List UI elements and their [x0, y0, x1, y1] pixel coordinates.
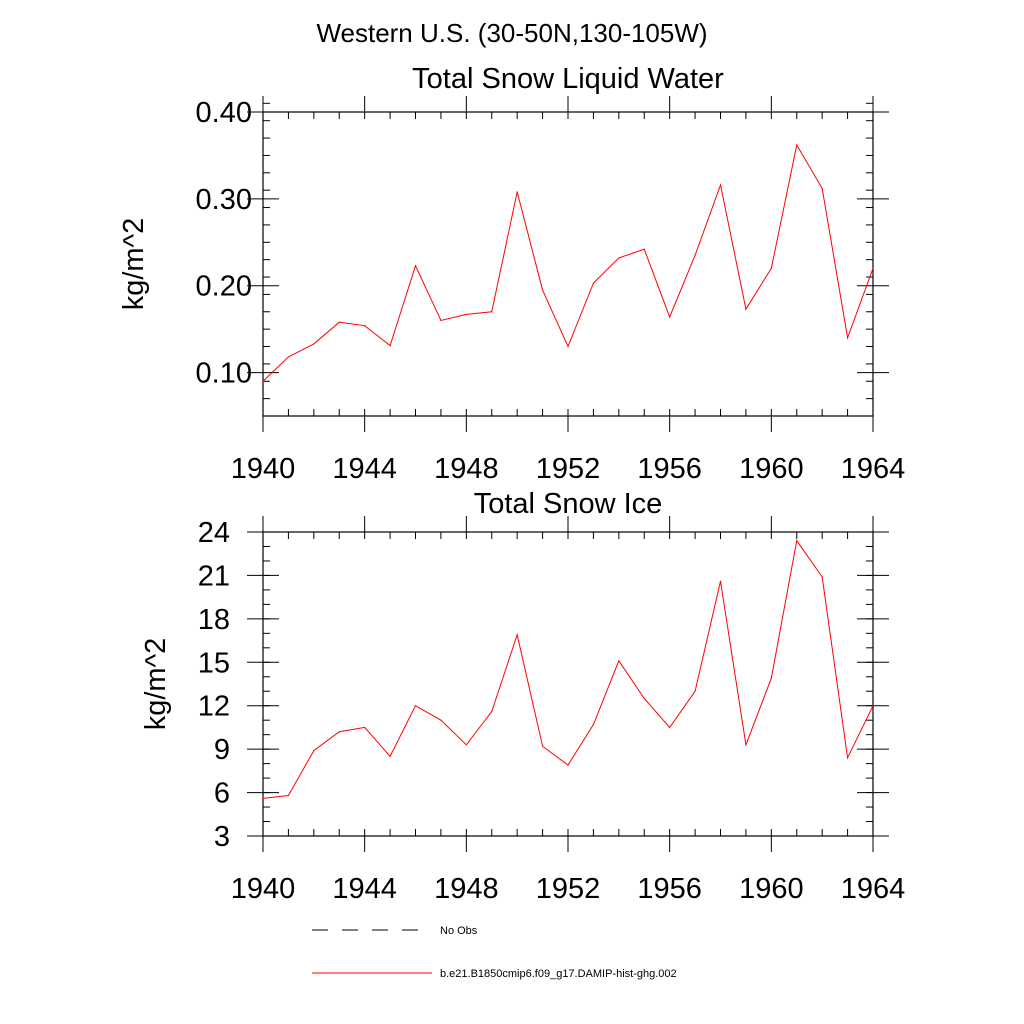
- y-tick-label: 0.20: [196, 271, 252, 303]
- data-point: [846, 337, 849, 339]
- data-point: [745, 308, 747, 310]
- data-point: [491, 311, 493, 313]
- y-tick-label: 0.10: [196, 358, 252, 390]
- data-point: [262, 380, 264, 382]
- data-point: [770, 677, 772, 679]
- data-point: [694, 690, 696, 692]
- data-point: [516, 191, 518, 193]
- data-point: [669, 316, 671, 318]
- data-point: [389, 755, 391, 757]
- x-tick-label: 1944: [332, 453, 397, 485]
- plot-frame: [262, 531, 874, 837]
- data-point: [465, 744, 467, 746]
- legend-label-model: b.e21.B1850cmip6.f09_g17.DAMIP-hist-ghg.…: [440, 968, 677, 980]
- x-tick-label: 1952: [536, 873, 601, 905]
- data-point: [669, 726, 671, 729]
- y-tick-label: 12: [198, 691, 230, 723]
- panel-total-snow-liquid-water: Total Snow Liquid Water kg/m^2 1940 1944 1…: [118, 63, 905, 485]
- data-point: [821, 576, 823, 578]
- x-tick-label: 1960: [739, 453, 804, 485]
- x-tick-label: 1944: [332, 873, 397, 905]
- data-point: [491, 710, 493, 713]
- plot-frame: [262, 111, 874, 417]
- panel-title: Total Snow Ice: [474, 488, 663, 520]
- data-point: [313, 343, 315, 345]
- x-tick-label: 1964: [841, 453, 906, 485]
- data-point: [745, 744, 747, 746]
- y-tick-label: 0.40: [196, 97, 252, 129]
- data-point: [338, 731, 340, 733]
- x-tick-label: 1940: [231, 873, 296, 905]
- data-point: [694, 254, 696, 256]
- data-point: [821, 187, 823, 190]
- y-tick-label: 3: [214, 821, 230, 853]
- y-tick-label: 21: [198, 560, 230, 592]
- panel-title: Total Snow Liquid Water: [412, 63, 724, 95]
- x-tick-label: 1964: [841, 873, 906, 905]
- data-point: [414, 265, 417, 267]
- data-point: [338, 321, 340, 323]
- data-point: [643, 697, 645, 700]
- series-line: [262, 539, 874, 799]
- data-point: [719, 580, 722, 582]
- data-point: [364, 726, 366, 729]
- data-point: [287, 356, 290, 358]
- data-point: [872, 705, 874, 707]
- data-point: [262, 797, 264, 799]
- data-point: [796, 540, 798, 542]
- panel-total-snow-ice: Total Snow Ice kg/m^2 1940 1944 1948 1952 19…: [140, 488, 905, 905]
- data-point: [872, 267, 874, 269]
- data-point: [770, 267, 772, 269]
- data-point: [592, 282, 595, 284]
- legend: No Obs b.e21.B1850cmip6.f09_g17.DAMIP-hi…: [312, 925, 677, 980]
- data-point: [796, 144, 798, 146]
- data-point: [567, 764, 569, 766]
- y-tick-label: 18: [198, 604, 230, 636]
- legend-label-no-obs: No Obs: [440, 925, 478, 937]
- data-point: [440, 319, 442, 322]
- data-point: [389, 345, 391, 347]
- y-tick-label: 24: [198, 517, 230, 549]
- data-point: [541, 289, 544, 291]
- data-point: [592, 723, 595, 726]
- y-axis-label: kg/m^2: [140, 638, 172, 731]
- data-point: [516, 634, 518, 636]
- data-point: [414, 705, 417, 707]
- y-tick-label: 0.30: [196, 184, 252, 216]
- x-tick-label: 1948: [434, 453, 499, 485]
- data-point: [287, 794, 290, 797]
- x-tick-label: 1960: [739, 873, 804, 905]
- data-point: [618, 660, 620, 662]
- data-point: [364, 325, 366, 327]
- x-tick-label: 1948: [434, 873, 499, 905]
- y-tick-label: 9: [214, 734, 230, 766]
- data-point: [313, 749, 315, 752]
- y-tick-label: 15: [198, 647, 230, 679]
- y-axis-label: kg/m^2: [118, 218, 150, 311]
- series-line: [262, 143, 874, 382]
- data-point: [719, 184, 722, 186]
- x-tick-label: 1956: [637, 453, 702, 485]
- data-point: [618, 257, 620, 259]
- y-tick-label: 6: [214, 778, 230, 810]
- data-point: [643, 248, 645, 250]
- x-tick-label: 1940: [231, 453, 296, 485]
- data-point: [541, 745, 544, 747]
- data-point: [465, 313, 467, 315]
- figure-supertitle: Western U.S. (30-50N,130-105W): [316, 18, 707, 48]
- data-point: [567, 345, 569, 348]
- x-tick-label: 1952: [536, 453, 601, 485]
- data-point: [846, 757, 849, 759]
- x-tick-label: 1956: [637, 873, 702, 905]
- data-point: [440, 719, 442, 721]
